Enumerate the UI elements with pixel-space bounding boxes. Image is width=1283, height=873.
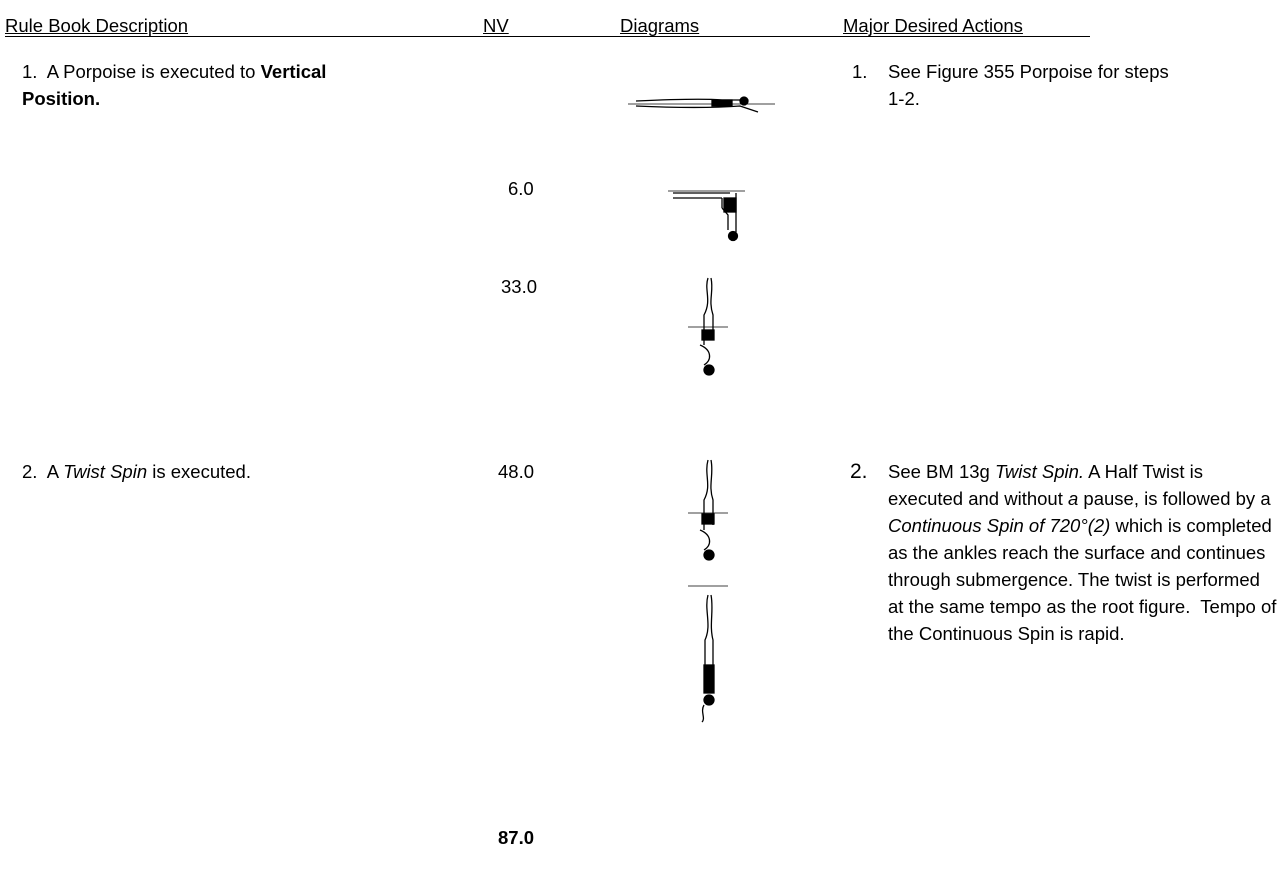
- action: See BM 13g Twist Spin. A Half Twist is e…: [888, 458, 1280, 647]
- text-run: 2. A: [22, 461, 64, 482]
- text-run: is executed.: [147, 461, 251, 482]
- column-header: Major Desired Actions: [843, 15, 1023, 36]
- nv: 33.0: [501, 276, 538, 297]
- text-run: Twist Spin.: [994, 461, 1085, 482]
- column-header: Rule Book Description: [5, 15, 189, 36]
- nv: 6.0: [508, 178, 534, 199]
- text-run: Twist Spin: [63, 461, 148, 482]
- text-run: pause, is followed by a: [1078, 488, 1276, 509]
- text-run: 1. A Porpoise is executed to: [22, 61, 261, 82]
- swimmer-horizontal: [628, 96, 775, 113]
- column-header: Diagrams: [620, 15, 700, 36]
- text-run: See BM 13g: [888, 461, 995, 482]
- description: 1. A Porpoise is executed to Vertical Po…: [22, 58, 402, 112]
- action-number: 1.: [852, 61, 868, 82]
- text-run: Continuous Spin of 720°(2): [888, 515, 1111, 536]
- action-number: 2.: [850, 460, 868, 483]
- action: See Figure 355 Porpoise for steps 1-2.: [888, 58, 1188, 112]
- swimmer-bent: [668, 190, 745, 242]
- total: 87.0: [498, 827, 535, 848]
- swimmer-vertical: [688, 277, 728, 376]
- swimmer-submerging: [688, 585, 728, 723]
- text-run: a: [1068, 488, 1079, 509]
- text-run: A Half Twist is executed and without: [888, 461, 1209, 509]
- nv: 48.0: [498, 461, 535, 482]
- header-underline: [5, 36, 1090, 37]
- column-header: NV: [483, 15, 509, 36]
- text-run: See Figure 355 Porpoise for steps 1-2.: [888, 61, 1174, 109]
- description: 2. A Twist Spin is executed.: [22, 458, 402, 485]
- text-run: Vertical Position.: [22, 61, 332, 109]
- text-run: which is completed as the ankles reach t…: [888, 515, 1282, 644]
- swimmer-vertical: [688, 459, 728, 561]
